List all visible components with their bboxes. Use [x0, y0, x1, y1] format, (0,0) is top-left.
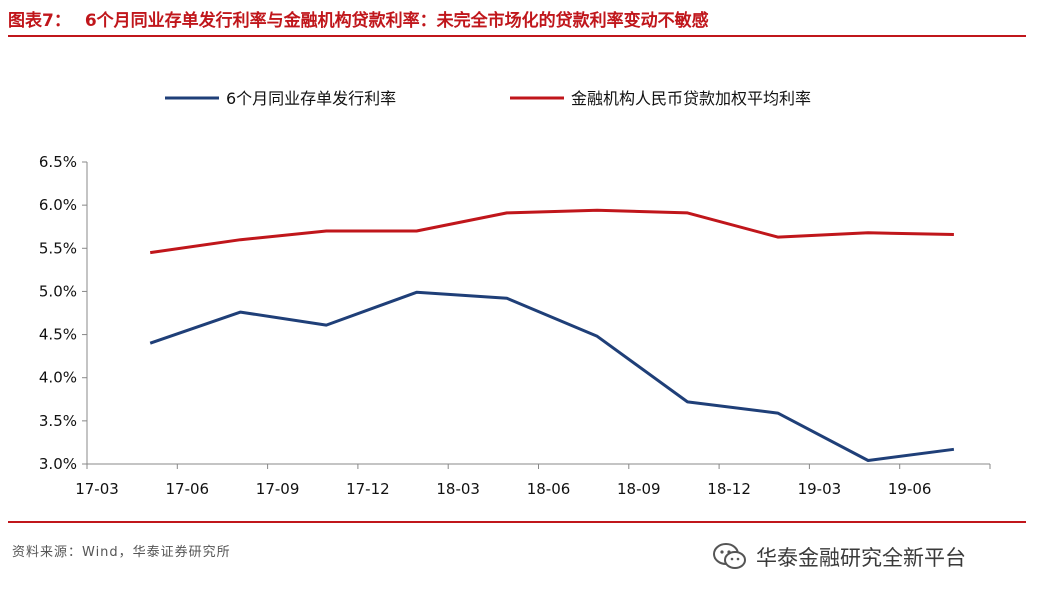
- source-note: 资料来源：Wind，华泰证券研究所: [12, 545, 231, 560]
- x-tick-label: 18-12: [707, 480, 751, 498]
- x-tick-label: 17-06: [166, 480, 210, 498]
- x-tick-label: 18-03: [436, 480, 480, 498]
- y-tick-label: 3.0%: [39, 455, 77, 473]
- wechat-icon: [713, 543, 746, 569]
- y-tick-label: 6.5%: [39, 153, 77, 171]
- x-tick-label: 19-03: [798, 480, 842, 498]
- series-line-2: [149, 208, 954, 255]
- x-tick-label: 18-09: [617, 480, 661, 498]
- y-tick-label: 5.0%: [39, 282, 77, 300]
- figure-title: 图表7： 6个月同业存单发行利率与金融机构贷款利率：未完全市场化的贷款利率变动不敏…: [8, 6, 709, 31]
- y-tick-label: 4.0%: [39, 369, 77, 387]
- x-tick-label: 17-09: [256, 480, 300, 498]
- legend-label-2: 金融机构人民币贷款加权平均利率: [571, 89, 811, 108]
- x-tick-label: 19-06: [888, 480, 932, 498]
- figure-number: 图表7：: [8, 11, 71, 31]
- brand-text: 华泰金融研究全新平台: [756, 546, 966, 570]
- y-tick-label: 3.5%: [39, 412, 77, 430]
- y-tick-label: 5.5%: [39, 239, 77, 257]
- x-tick-label: 18-06: [527, 480, 571, 498]
- line-chart: 3.0% 3.5% 4.0% 4.5% 5.0% 5.5% 6.0% 6.5% 17-03 17-…: [39, 89, 991, 498]
- x-tick-label: 17-03: [75, 480, 119, 498]
- y-tick-label: 4.5%: [39, 326, 77, 344]
- y-tick-label: 6.0%: [39, 196, 77, 214]
- brand-watermark: 华泰金融研究全新平台: [712, 542, 966, 572]
- legend-label-1: 6个月同业存单发行利率: [226, 89, 396, 108]
- figure-title-text: 6个月同业存单发行利率与金融机构贷款利率：未完全市场化的贷款利率变动不敏感: [84, 11, 709, 31]
- footer-rule: [8, 521, 1026, 523]
- series-line-1: [149, 290, 955, 462]
- x-tick-label: 17-12: [346, 480, 390, 498]
- title-rule: [8, 35, 1026, 37]
